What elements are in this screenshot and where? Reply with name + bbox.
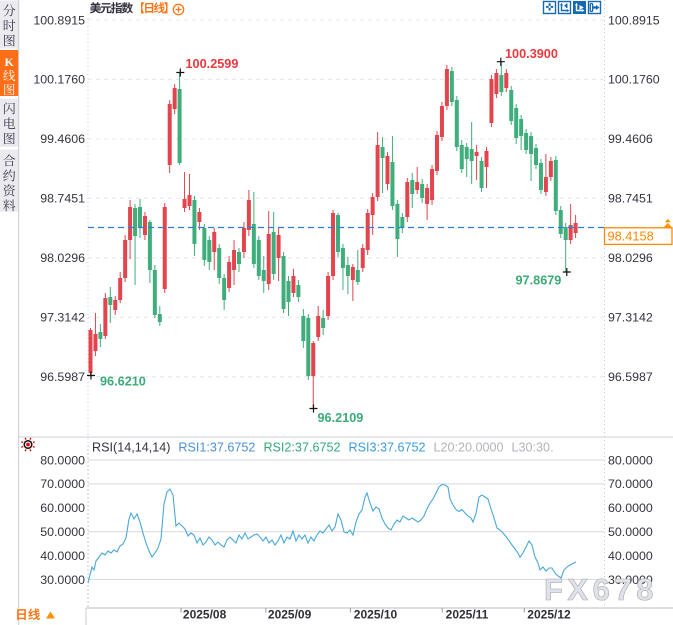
svg-text:100.1760: 100.1760 <box>608 73 660 87</box>
svg-text:96.2109: 96.2109 <box>318 411 364 425</box>
svg-text:96.5987: 96.5987 <box>40 370 85 384</box>
svg-text:80.0000: 80.0000 <box>40 453 85 467</box>
svg-text:100.1760: 100.1760 <box>33 73 85 87</box>
svg-text:FX678: FX678 <box>544 572 658 607</box>
svg-text:99.4606: 99.4606 <box>608 132 653 146</box>
svg-text:98.7451: 98.7451 <box>608 192 653 206</box>
svg-text:70.0000: 70.0000 <box>608 477 653 491</box>
svg-text:97.8679: 97.8679 <box>516 274 562 288</box>
svg-text:98.0296: 98.0296 <box>608 251 653 265</box>
svg-text:50.0000: 50.0000 <box>40 525 85 539</box>
svg-text:98.0296: 98.0296 <box>40 251 85 265</box>
svg-text:2025/10: 2025/10 <box>354 608 398 622</box>
svg-text:60.0000: 60.0000 <box>608 501 653 515</box>
svg-text:97.3142: 97.3142 <box>40 311 85 325</box>
svg-text:70.0000: 70.0000 <box>40 477 85 491</box>
svg-text:2025/09: 2025/09 <box>268 608 312 622</box>
svg-text:100.8915: 100.8915 <box>33 13 85 27</box>
svg-text:2025/11: 2025/11 <box>446 608 489 622</box>
svg-text:100.8915: 100.8915 <box>608 13 660 27</box>
svg-text:K: K <box>5 55 15 69</box>
svg-text:98.4158: 98.4158 <box>608 229 654 244</box>
svg-text:40.0000: 40.0000 <box>40 549 85 563</box>
svg-text:60.0000: 60.0000 <box>40 501 85 515</box>
svg-text:100.2599: 100.2599 <box>186 57 239 71</box>
svg-text:96.6210: 96.6210 <box>100 375 146 389</box>
svg-text:80.0000: 80.0000 <box>608 453 653 467</box>
svg-text:50.0000: 50.0000 <box>608 525 653 539</box>
svg-text:2025/08: 2025/08 <box>183 608 227 622</box>
svg-text:96.5987: 96.5987 <box>608 370 653 384</box>
svg-text:97.3142: 97.3142 <box>608 311 653 325</box>
svg-text:99.4606: 99.4606 <box>40 132 85 146</box>
svg-text:2025/12: 2025/12 <box>527 608 571 622</box>
svg-text:98.7451: 98.7451 <box>40 192 85 206</box>
svg-text:100.3900: 100.3900 <box>505 47 558 61</box>
svg-text:30.0000: 30.0000 <box>608 573 653 587</box>
svg-text:40.0000: 40.0000 <box>608 549 653 563</box>
svg-text:30.0000: 30.0000 <box>40 573 85 587</box>
